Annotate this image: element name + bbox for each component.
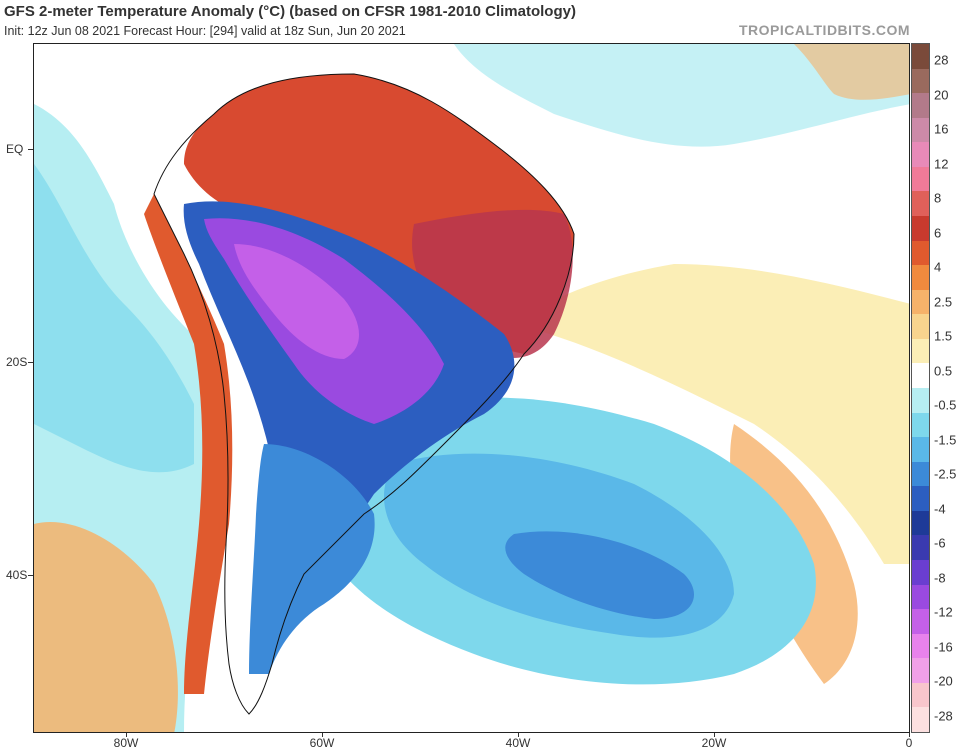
- colorbar-segment: [912, 412, 929, 438]
- colorbar-segment: [912, 510, 929, 536]
- lon-tick-0: [909, 733, 910, 737]
- colorbar-label: -8: [934, 570, 946, 586]
- colorbar-label: 0.5: [934, 363, 953, 379]
- colorbar-segment: [912, 363, 929, 389]
- africa-corner: [794, 44, 909, 100]
- lat-tick-20s: [28, 362, 33, 363]
- colorbar-segment: [912, 338, 929, 364]
- colorbar-label: 20: [934, 87, 949, 103]
- colorbar-segment: [912, 535, 929, 561]
- colorbar-segment: [912, 437, 929, 463]
- colorbar-label: -2.5: [934, 466, 957, 482]
- colorbar-segment: [912, 68, 929, 94]
- lat-label-20s: 20S: [6, 355, 28, 369]
- colorbar-label: 1.5: [934, 328, 953, 344]
- colorbar-segment: [912, 289, 929, 315]
- colorbar-segment: [912, 609, 929, 635]
- coldest-core: [234, 244, 359, 359]
- colorbar-segment: [912, 142, 929, 168]
- lon-tick-60w: [322, 733, 323, 737]
- colorbar-label: 8: [934, 190, 942, 206]
- chart-title: GFS 2-meter Temperature Anomaly (°C) (ba…: [4, 3, 576, 20]
- colorbar-segment: [912, 44, 929, 70]
- colorbar: [911, 43, 930, 733]
- colorbar-segment: [912, 191, 929, 217]
- colorbar-label: -4: [934, 501, 946, 517]
- anomaly-map: [34, 44, 909, 732]
- colorbar-label: 4: [934, 259, 942, 275]
- colorbar-segment: [912, 314, 929, 340]
- colorbar-label: -6: [934, 535, 946, 551]
- lon-label-60w: 60W: [309, 736, 335, 750]
- colorbar-label: -0.5: [934, 397, 957, 413]
- lat-tick-40s: [28, 575, 33, 576]
- colorbar-segment: [912, 216, 929, 242]
- lon-label-40w: 40W: [505, 736, 531, 750]
- colorbar-segment: [912, 240, 929, 266]
- lon-label-80w: 80W: [113, 736, 139, 750]
- south-atlantic-cold-core: [505, 531, 694, 619]
- pacific-cool-core: [34, 164, 194, 473]
- pacific-warm-anomaly: [34, 522, 178, 732]
- site-credit: TROPICALTIDBITS.COM: [738, 22, 910, 38]
- map-panel: [33, 43, 910, 733]
- colorbar-label: 2.5: [934, 294, 953, 310]
- lon-tick-80w: [126, 733, 127, 737]
- lat-tick-eq: [28, 149, 33, 150]
- colorbar-segment: [912, 93, 929, 119]
- colorbar-label: 16: [934, 121, 949, 137]
- colorbar-segment: [912, 388, 929, 414]
- colorbar-segment: [912, 265, 929, 291]
- andes-warm-strip: [144, 194, 233, 694]
- colorbar-label: -12: [934, 604, 953, 620]
- colorbar-segment: [912, 633, 929, 659]
- lon-label-0: 0: [905, 736, 913, 750]
- atlantic-warm-band: [514, 264, 909, 564]
- colorbar-label: -28: [934, 708, 953, 724]
- lon-tick-40w: [518, 733, 519, 737]
- colorbar-segment: [912, 560, 929, 586]
- colorbar-segment: [912, 117, 929, 143]
- colorbar-label: -1.5: [934, 432, 957, 448]
- colorbar-segment: [912, 584, 929, 610]
- lon-label-20w: 20W: [701, 736, 727, 750]
- colorbar-label: 28: [934, 52, 949, 68]
- colorbar-segment: [912, 166, 929, 192]
- colorbar-segment: [912, 461, 929, 487]
- colorbar-label: -20: [934, 673, 953, 689]
- lat-label-40s: 40S: [6, 568, 28, 582]
- southern-cone-cold: [249, 444, 375, 674]
- lat-label-eq: EQ: [6, 142, 24, 156]
- colorbar-segment: [912, 486, 929, 512]
- colorbar-label: 12: [934, 156, 949, 172]
- north-atlantic-cool: [454, 44, 909, 147]
- colorbar-segment: [912, 658, 929, 684]
- colorbar-segment: [912, 707, 929, 733]
- colorbar-segment: [912, 682, 929, 708]
- chart-subtitle: Init: 12z Jun 08 2021 Forecast Hour: [29…: [4, 24, 406, 38]
- south-america-coastline: [153, 73, 575, 715]
- lon-tick-20w: [714, 733, 715, 737]
- colorbar-label: 6: [934, 225, 942, 241]
- colorbar-label: -16: [934, 639, 953, 655]
